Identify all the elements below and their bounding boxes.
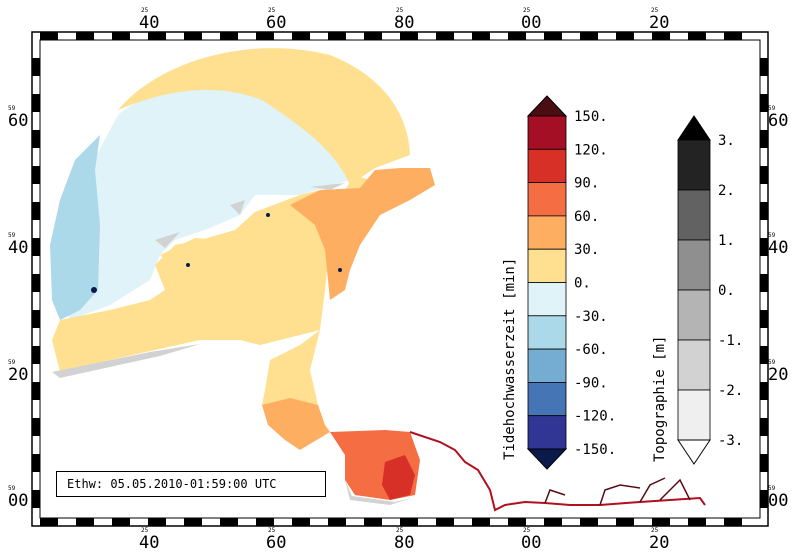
- bottom-axis-label: 80: [394, 533, 414, 553]
- left-axis-minor-label: 59: [8, 105, 16, 112]
- topo-colorbar-swatch: [677, 189, 711, 241]
- bottom-axis-minor-label: 25: [396, 527, 404, 534]
- bottom-axis-minor-label: 25: [523, 527, 531, 534]
- topo-fringes: [52, 183, 415, 505]
- topo-colorbar-label: 2.: [718, 183, 735, 199]
- timestamp-box: Ethw: 05.05.2010-01:59:00 UTC: [56, 471, 326, 497]
- left-axis-label: 60: [8, 111, 28, 131]
- topo-colorbar-swatch: [677, 339, 711, 391]
- top-axis-minor-label: 25: [651, 7, 659, 14]
- topo-colorbar-label: 1.: [718, 233, 735, 249]
- tide-colorbar-label: -90.: [574, 375, 608, 391]
- region-yellow-center: [52, 175, 370, 405]
- tide-colorbar-label: 90.: [574, 176, 599, 192]
- tide-colorbar-swatch: [527, 115, 567, 150]
- tide-colorbar-swatch: [527, 215, 567, 250]
- bottom-axis-minor-label: 25: [141, 527, 149, 534]
- right-axis-label: 60: [768, 111, 788, 131]
- top-axis-minor-label: 25: [268, 7, 276, 14]
- tide-colorbar-swatch: [527, 381, 567, 417]
- top-axis-label: 40: [139, 13, 159, 33]
- top-axis-label: 60: [266, 13, 286, 33]
- left-axis-label: 00: [8, 491, 28, 511]
- river-channel: [409, 431, 706, 512]
- top-axis-label: 80: [394, 13, 414, 33]
- tide-colorbar-label: -60.: [574, 342, 608, 358]
- top-axis-minor-label: 25: [141, 7, 149, 14]
- region-yellow-island: [160, 238, 225, 268]
- right-axis-label: 20: [768, 365, 788, 385]
- tide-colorbar-label: 0.: [574, 276, 591, 292]
- right-axis-minor-label: 59: [768, 232, 776, 239]
- axis-labels: 2540256025802500252025402560258025002520…: [8, 7, 788, 553]
- left-axis-minor-label: 59: [8, 232, 16, 239]
- topo-colorbar-label: -1.: [718, 333, 743, 349]
- dark-islands: [91, 213, 342, 293]
- top-axis-minor-label: 25: [523, 7, 531, 14]
- left-axis-label: 20: [8, 365, 28, 385]
- region-red-estuary: [382, 455, 415, 500]
- tide-colorbar-title: Tidehochwasserzeit [min]: [502, 258, 518, 460]
- tide-field: [50, 48, 706, 512]
- right-axis-label: 40: [768, 238, 788, 258]
- region-light-blue-sea: [55, 83, 350, 320]
- tide-colorbar-label: -30.: [574, 309, 608, 325]
- tide-colorbar-label: -150.: [574, 442, 616, 458]
- tide-colorbar-label: 150.: [574, 109, 608, 125]
- tide-colorbar-label: 30.: [574, 242, 599, 258]
- region-orange-south: [262, 398, 330, 450]
- river-branches: [544, 477, 691, 506]
- bottom-axis-label: 20: [649, 533, 669, 553]
- topo-colorbar-min-arrow: [677, 439, 711, 465]
- left-axis-label: 40: [8, 238, 28, 258]
- topo-colorbar-swatch: [677, 289, 711, 341]
- bottom-axis-label: 40: [139, 533, 159, 553]
- region-mid-blue-west: [50, 135, 100, 320]
- tide-colorbar-swatch: [527, 182, 567, 217]
- bottom-axis-minor-label: 25: [651, 527, 659, 534]
- right-axis-minor-label: 59: [768, 105, 776, 112]
- right-axis-minor-label: 59: [768, 359, 776, 366]
- tide-colorbar-swatch: [527, 315, 567, 350]
- left-axis-minor-label: 59: [8, 485, 16, 492]
- topo-colorbar-swatch: [677, 139, 711, 191]
- topo-colorbar-label: 3.: [718, 133, 735, 149]
- right-axis-label: 00: [768, 491, 788, 511]
- bottom-axis-label: 00: [521, 533, 541, 553]
- tide-colorbar-label: 120.: [574, 142, 608, 158]
- tide-colorbar-label: 60.: [574, 209, 599, 225]
- top-axis-label: 00: [521, 13, 541, 33]
- tide-colorbar-min-arrow: [526, 448, 568, 470]
- tide-colorbar-swatch: [527, 248, 567, 283]
- tide-colorbar-label: -120.: [574, 409, 616, 425]
- region-orange-east: [290, 168, 435, 300]
- topo-colorbar-label: -2.: [718, 383, 743, 399]
- tide-colorbar: 150. 120. 90. 60. 30. 0. -30. -60. -90. -120. -150…: [502, 95, 616, 470]
- topo-colorbar-label: 0.: [718, 283, 735, 299]
- topo-colorbar-title: Topographie [m]: [652, 336, 668, 462]
- topo-colorbar: 3. 2. 1. 0. -1. -2. -3. Topographie [m]: [652, 115, 743, 465]
- bottom-axis-label: 60: [266, 533, 286, 553]
- bottom-axis-minor-label: 25: [268, 527, 276, 534]
- topo-colorbar-swatch: [677, 239, 711, 291]
- tide-colorbar-swatch: [527, 148, 567, 184]
- tide-colorbar-swatch: [527, 348, 567, 383]
- left-axis-minor-label: 59: [8, 359, 16, 366]
- topo-colorbar-swatch: [677, 389, 711, 441]
- tide-colorbar-swatch: [527, 282, 567, 317]
- region-yellow-north: [118, 48, 410, 185]
- right-axis-minor-label: 59: [768, 485, 776, 492]
- tide-colorbar-swatch: [527, 415, 567, 450]
- top-axis-label: 20: [649, 13, 669, 33]
- topo-colorbar-label: -3.: [718, 433, 743, 449]
- top-axis-minor-label: 25: [396, 7, 404, 14]
